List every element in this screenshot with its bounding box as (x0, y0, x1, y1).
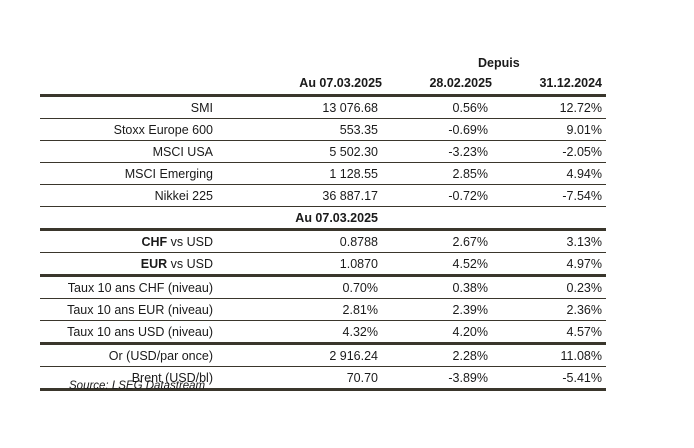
table-row: Taux 10 ans CHF (niveau) 0.70% 0.38% 0.2… (40, 275, 606, 299)
row-change-1: 2.39% (382, 298, 492, 321)
row-change-2: 12.72% (492, 94, 606, 119)
subheader-label: Au 07.03.2025 (217, 206, 382, 231)
row-label: EUR vs USD (40, 252, 217, 277)
row-value: 0.70% (217, 275, 382, 299)
column-header-since-1: 28.02.2025 (429, 76, 492, 90)
row-change-2: 9.01% (492, 118, 606, 141)
table-row: Nikkei 225 36 887.17 -0.72% -7.54% (40, 184, 606, 207)
row-value: 0.8788 (217, 229, 382, 253)
table-row: Taux 10 ans EUR (niveau) 2.81% 2.39% 2.3… (40, 298, 606, 321)
row-change-2: -2.05% (492, 140, 606, 163)
row-value: 13 076.68 (217, 94, 382, 119)
row-change-1: -3.23% (382, 140, 492, 163)
table-row: Brent (USD/bl) 70.70 -3.89% -5.41% (40, 366, 606, 391)
row-value: 2.81% (217, 298, 382, 321)
row-label: SMI (40, 94, 217, 119)
row-label: MSCI USA (40, 140, 217, 163)
market-table: SMI 13 076.68 0.56% 12.72% Stoxx Europe … (40, 94, 606, 391)
currency-code: CHF (141, 234, 168, 249)
row-change-2: 4.94% (492, 162, 606, 185)
row-label: Stoxx Europe 600 (40, 118, 217, 141)
row-change-1: 2.67% (382, 229, 492, 253)
table-row: EUR vs USD 1.0870 4.52% 4.97% (40, 252, 606, 277)
depuis-label: Depuis (478, 56, 520, 70)
row-label: Taux 10 ans CHF (niveau) (40, 275, 217, 299)
row-label: Taux 10 ans EUR (niveau) (40, 298, 217, 321)
source-note: Source: LSEG Datastream (69, 380, 206, 392)
table-row: MSCI Emerging 1 128.55 2.85% 4.94% (40, 162, 606, 185)
column-header-level: Au 07.03.2025 (299, 76, 382, 90)
table-row: Taux 10 ans USD (niveau) 4.32% 4.20% 4.5… (40, 320, 606, 345)
row-change-1: -3.89% (382, 366, 492, 391)
row-value: 36 887.17 (217, 184, 382, 207)
row-label: Brent (USD/bl) (40, 366, 217, 391)
row-change-1: 4.20% (382, 320, 492, 345)
row-value: 1 128.55 (217, 162, 382, 185)
row-change-1: -0.69% (382, 118, 492, 141)
currency-code: EUR (140, 256, 168, 271)
table-row: MSCI USA 5 502.30 -3.23% -2.05% (40, 140, 606, 163)
row-value: 2 916.24 (217, 343, 382, 367)
row-change-2: 2.36% (492, 298, 606, 321)
row-value: 553.35 (217, 118, 382, 141)
row-label: Nikkei 225 (40, 184, 217, 207)
row-change-2: 4.97% (492, 252, 606, 277)
row-value: 70.70 (217, 366, 382, 391)
row-change-2: 11.08% (492, 343, 606, 367)
row-change-2: 0.23% (492, 275, 606, 299)
row-change-1: 2.85% (382, 162, 492, 185)
row-change-1: 2.28% (382, 343, 492, 367)
table-row: Or (USD/par once) 2 916.24 2.28% 11.08% (40, 343, 606, 367)
row-change-1: 0.56% (382, 94, 492, 119)
row-value: 4.32% (217, 320, 382, 345)
row-change-2: -5.41% (492, 366, 606, 391)
row-change-2: -7.54% (492, 184, 606, 207)
row-label: MSCI Emerging (40, 162, 217, 185)
row-change-2: 4.57% (492, 320, 606, 345)
currency-pair-suffix: vs USD (167, 256, 213, 271)
row-change-1: 4.52% (382, 252, 492, 277)
row-value: 1.0870 (217, 252, 382, 277)
market-table-container: Depuis Au 07.03.2025 28.02.2025 31.12.20… (40, 56, 606, 391)
row-change-1: -0.72% (382, 184, 492, 207)
row-change-1: 0.38% (382, 275, 492, 299)
row-change-2: 3.13% (492, 229, 606, 253)
table-row: CHF vs USD 0.8788 2.67% 3.13% (40, 229, 606, 253)
table-row: Stoxx Europe 600 553.35 -0.69% 9.01% (40, 118, 606, 141)
currency-pair-suffix: vs USD (167, 234, 213, 249)
table-row: SMI 13 076.68 0.56% 12.72% (40, 94, 606, 119)
row-label: CHF vs USD (40, 229, 217, 253)
row-label: Taux 10 ans USD (niveau) (40, 320, 217, 345)
column-header-since-2: 31.12.2024 (539, 76, 602, 90)
row-label: Or (USD/par once) (40, 343, 217, 367)
table-header: Depuis Au 07.03.2025 28.02.2025 31.12.20… (40, 56, 606, 94)
subheader-row: Au 07.03.2025 (40, 206, 606, 231)
row-value: 5 502.30 (217, 140, 382, 163)
